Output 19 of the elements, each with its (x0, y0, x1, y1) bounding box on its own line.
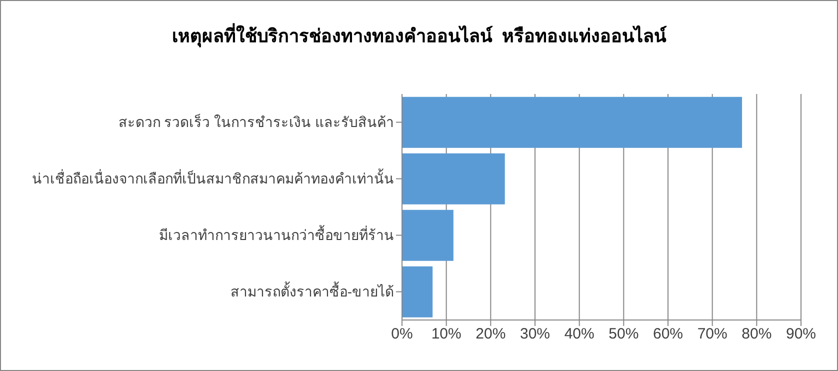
y-tick-label: สามารถตั้งราคาซื้อ-ขายได้ (230, 282, 394, 300)
x-tick-label: 10% (431, 326, 462, 343)
x-tick-label: 30% (520, 326, 550, 343)
y-tick-label: สะดวก รวดเร็ว ในการชำระเงิน และรับสินค้า (118, 113, 394, 130)
bar (402, 153, 505, 204)
x-tick-label: 50% (608, 326, 639, 343)
x-tick-label: 80% (742, 326, 772, 343)
bar (402, 210, 454, 261)
bar (402, 266, 433, 318)
x-tick-label: 20% (476, 326, 506, 343)
x-tick-label: 90% (786, 326, 816, 343)
x-tick-label: 70% (697, 326, 728, 343)
x-tick-label: 60% (652, 326, 684, 343)
bar (402, 96, 742, 148)
x-tick-label: 0% (391, 326, 413, 343)
y-tick-label: น่าเชื่อถือเนื่องจากเลือกที่เป็นสมาชิกสมาคมค้าทองคำเท่านั้น (32, 168, 394, 187)
chart-title: เหตุผลที่ใช้บริการช่องทางทองคำออนไลน์ หรือทองแท่งออนไลน์ (170, 22, 668, 50)
x-tick-label: 40% (564, 326, 594, 343)
y-tick-label: มีเวลาทำการยาวนานกว่าซื้อขายที่ร้าน (159, 225, 394, 244)
